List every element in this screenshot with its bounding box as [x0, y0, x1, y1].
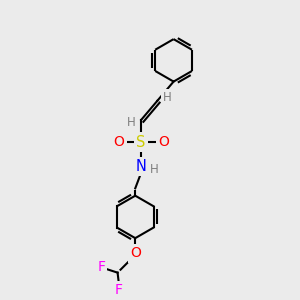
- Text: S: S: [136, 134, 146, 149]
- Text: H: H: [150, 163, 159, 176]
- Text: O: O: [158, 135, 169, 149]
- Text: F: F: [98, 260, 105, 274]
- Text: H: H: [127, 116, 135, 129]
- Text: O: O: [114, 135, 124, 149]
- Text: F: F: [115, 283, 123, 297]
- Text: N: N: [136, 159, 147, 174]
- Text: H: H: [163, 91, 172, 104]
- Text: O: O: [130, 247, 141, 260]
